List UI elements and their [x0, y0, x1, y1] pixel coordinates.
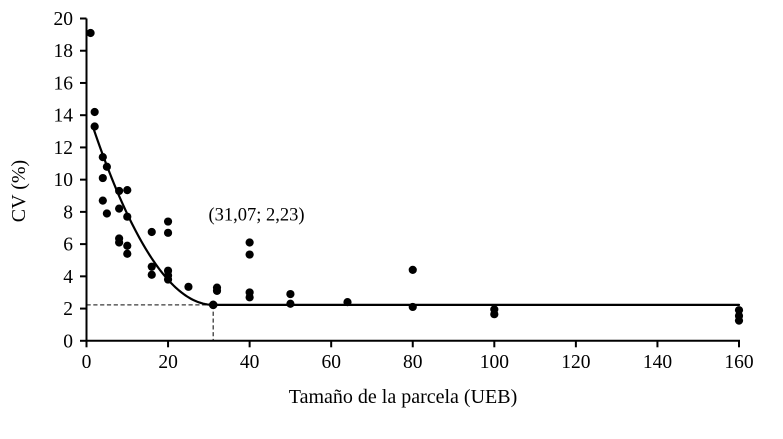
x-tick-label: 160: [724, 352, 753, 373]
data-point: [245, 238, 254, 247]
x-tick-label: 20: [158, 352, 178, 373]
data-point: [123, 249, 132, 258]
data-point: [343, 298, 352, 307]
x-tick-label: 0: [82, 352, 92, 373]
data-point: [163, 275, 173, 284]
data-point: [408, 302, 417, 312]
data-point: [245, 293, 254, 302]
data-point: [123, 241, 132, 250]
optimum-point: [208, 300, 218, 310]
x-tick-label: 40: [240, 352, 260, 373]
data-point: [245, 250, 254, 259]
data-point: [98, 173, 107, 183]
x-tick-label: 60: [321, 352, 341, 373]
data-point: [163, 217, 173, 226]
data-point: [490, 310, 499, 319]
data-point: [86, 28, 95, 38]
y-tick-label: 18: [54, 41, 74, 62]
data-point: [212, 286, 222, 295]
data-point: [184, 282, 193, 291]
data-point: [115, 204, 124, 213]
x-tick-label: 80: [403, 352, 423, 373]
y-tick-label: 14: [54, 106, 74, 127]
data-point: [102, 209, 111, 218]
data-point: [123, 212, 132, 221]
y-tick-label: 2: [63, 299, 73, 320]
data-point: [115, 186, 124, 196]
y-tick-label: 16: [54, 73, 74, 94]
y-tick-label: 20: [54, 9, 74, 30]
y-tick-label: 6: [63, 235, 73, 256]
x-tick-label: 140: [643, 352, 672, 373]
data-point: [408, 265, 417, 274]
x-tick-label: 120: [561, 352, 590, 373]
data-points: [86, 28, 744, 325]
x-axis-title: Tamaño de la parcela (UEB): [289, 386, 518, 408]
x-tick-label: 100: [480, 352, 509, 373]
optimum-annotation: (31,07; 2,23): [208, 206, 304, 226]
data-point: [90, 122, 99, 131]
data-point: [102, 162, 111, 171]
fitted-curve: [92, 128, 741, 306]
data-point: [115, 238, 124, 247]
y-tick-label: 4: [63, 267, 73, 288]
data-point: [98, 152, 107, 162]
data-point: [163, 228, 173, 237]
data-point: [734, 316, 744, 325]
data-point: [90, 107, 99, 117]
data-point: [98, 196, 107, 205]
y-tick-label: 0: [63, 331, 73, 352]
y-tick-label: 12: [54, 138, 74, 159]
data-point: [147, 270, 156, 279]
data-point: [123, 186, 132, 195]
data-point: [286, 289, 295, 299]
data-point: [286, 299, 295, 308]
y-axis-title: CV (%): [8, 160, 30, 222]
data-point: [147, 262, 156, 271]
data-point: [147, 227, 156, 237]
y-tick-label: 8: [63, 202, 73, 223]
data-point: [734, 306, 744, 315]
y-tick-label: 10: [54, 170, 74, 191]
